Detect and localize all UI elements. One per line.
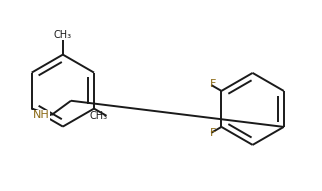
Text: NH: NH	[33, 110, 49, 120]
Text: CH₃: CH₃	[54, 30, 72, 40]
Text: F: F	[210, 79, 216, 89]
Text: CH₃: CH₃	[90, 111, 108, 121]
Text: F: F	[210, 129, 216, 138]
